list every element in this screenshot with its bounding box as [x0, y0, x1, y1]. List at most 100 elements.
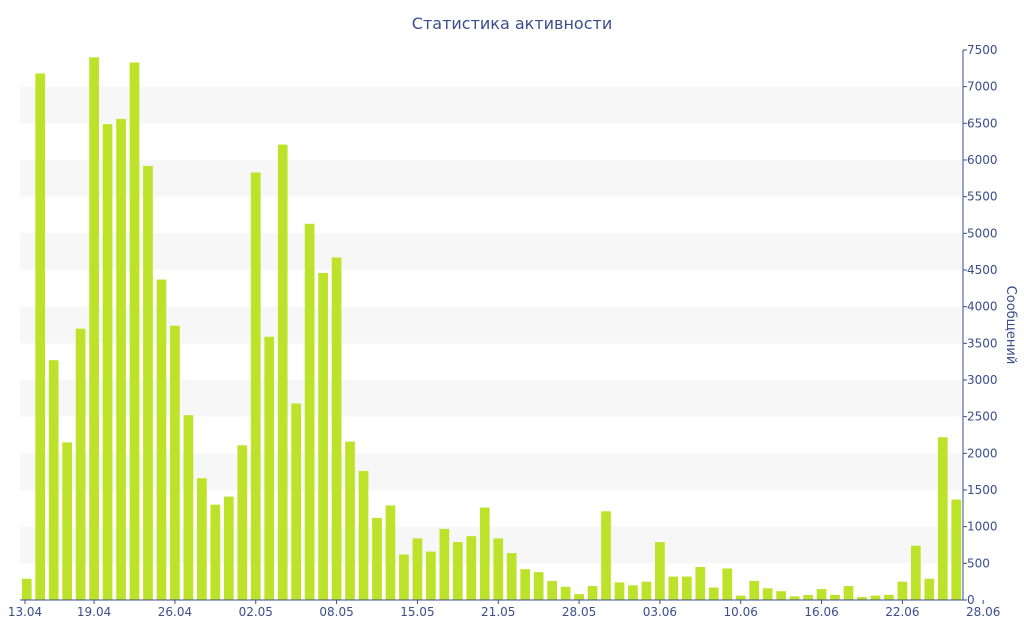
bar	[533, 572, 544, 600]
bar	[708, 587, 719, 600]
bar	[884, 594, 894, 600]
x-tick-label: 21.05	[481, 605, 515, 619]
bar	[668, 576, 679, 600]
bar	[412, 538, 423, 600]
bar	[547, 580, 557, 600]
bar	[479, 507, 490, 600]
bar	[452, 542, 463, 600]
bar	[776, 591, 786, 600]
bar	[223, 496, 234, 600]
bar	[951, 499, 962, 600]
bar	[587, 586, 598, 600]
bar	[614, 582, 625, 600]
bar	[439, 528, 450, 600]
grid-band	[20, 86, 963, 124]
y-tick-label: 6500	[967, 116, 998, 130]
grid-band	[20, 160, 963, 197]
bar	[210, 504, 221, 600]
bar	[345, 441, 355, 600]
x-tick-label: 26.04	[158, 605, 192, 619]
axes: 0 500 1000 1500 2000 2500 3000 3500 4000 4500 5000…	[8, 43, 1001, 619]
bar	[628, 585, 638, 600]
y-tick-label: 5000	[967, 226, 998, 240]
bar	[35, 73, 46, 600]
bar	[506, 553, 517, 600]
y-tick-label: 1500	[967, 483, 998, 497]
y-tick-label: 3500	[967, 336, 998, 350]
bar	[601, 511, 611, 600]
bar	[924, 578, 935, 600]
bar	[318, 272, 328, 600]
bar	[722, 568, 733, 600]
x-tick-label: 28.05	[562, 605, 596, 619]
bar	[358, 470, 369, 600]
bar	[372, 517, 382, 600]
x-tick-label: 22.06	[885, 605, 919, 619]
y-tick-label: 1000	[967, 520, 998, 534]
bar	[129, 62, 140, 600]
bar	[493, 538, 504, 600]
bar	[641, 581, 652, 600]
bar	[857, 597, 867, 600]
chart-title: Статистика активности	[411, 14, 613, 33]
bar	[237, 445, 248, 600]
bar	[116, 118, 126, 600]
bar	[385, 505, 396, 600]
bar	[695, 567, 706, 600]
bar	[102, 124, 113, 601]
bar	[655, 542, 665, 600]
y-tick-label: 0	[967, 593, 975, 607]
x-tick-label: 02.05	[239, 605, 273, 619]
bar	[574, 594, 584, 600]
y-tick-label: 5500	[967, 190, 998, 204]
bar	[277, 144, 288, 600]
bar	[48, 360, 59, 600]
bar	[762, 588, 773, 600]
bar	[911, 545, 921, 600]
x-tick-label: 13.04	[8, 605, 42, 619]
bar	[21, 578, 32, 600]
bar	[264, 336, 275, 600]
bar	[870, 595, 881, 600]
x-tick-label: 10.06	[724, 605, 758, 619]
bar	[143, 165, 153, 600]
bar	[560, 586, 571, 600]
bar	[749, 580, 760, 600]
bar	[89, 57, 99, 601]
x-tick-label: 15.05	[400, 605, 434, 619]
bar	[304, 223, 315, 601]
bar	[520, 569, 531, 600]
bar	[183, 415, 194, 600]
x-tick-label: 08.05	[319, 605, 353, 619]
bar	[816, 589, 827, 600]
bar	[156, 279, 167, 600]
bar	[937, 437, 948, 600]
bar	[803, 594, 813, 600]
y-tick-label: 7000	[967, 80, 998, 94]
bar	[735, 595, 746, 600]
bar	[830, 594, 840, 600]
bar	[291, 403, 302, 600]
y-axis-label: Сообщений	[1003, 286, 1018, 365]
bar	[681, 576, 692, 600]
bar	[789, 596, 800, 600]
y-tick-label: 2000	[967, 446, 998, 460]
x-tick-label: 19.04	[77, 605, 111, 619]
bar	[75, 328, 86, 600]
bar	[62, 442, 72, 600]
bar	[466, 536, 477, 600]
bar-series	[21, 57, 962, 601]
bar	[331, 257, 342, 600]
y-tick-label: 2500	[967, 410, 998, 424]
bar	[843, 586, 854, 600]
bar	[197, 478, 207, 600]
bar	[170, 325, 180, 600]
bar	[250, 172, 261, 600]
y-tick-label: 4500	[967, 263, 998, 277]
y-tick-label: 500	[967, 556, 990, 570]
x-tick-label: 16.06	[804, 605, 838, 619]
x-tick-label: 03.06	[643, 605, 677, 619]
y-tick-label: 3000	[967, 373, 998, 387]
